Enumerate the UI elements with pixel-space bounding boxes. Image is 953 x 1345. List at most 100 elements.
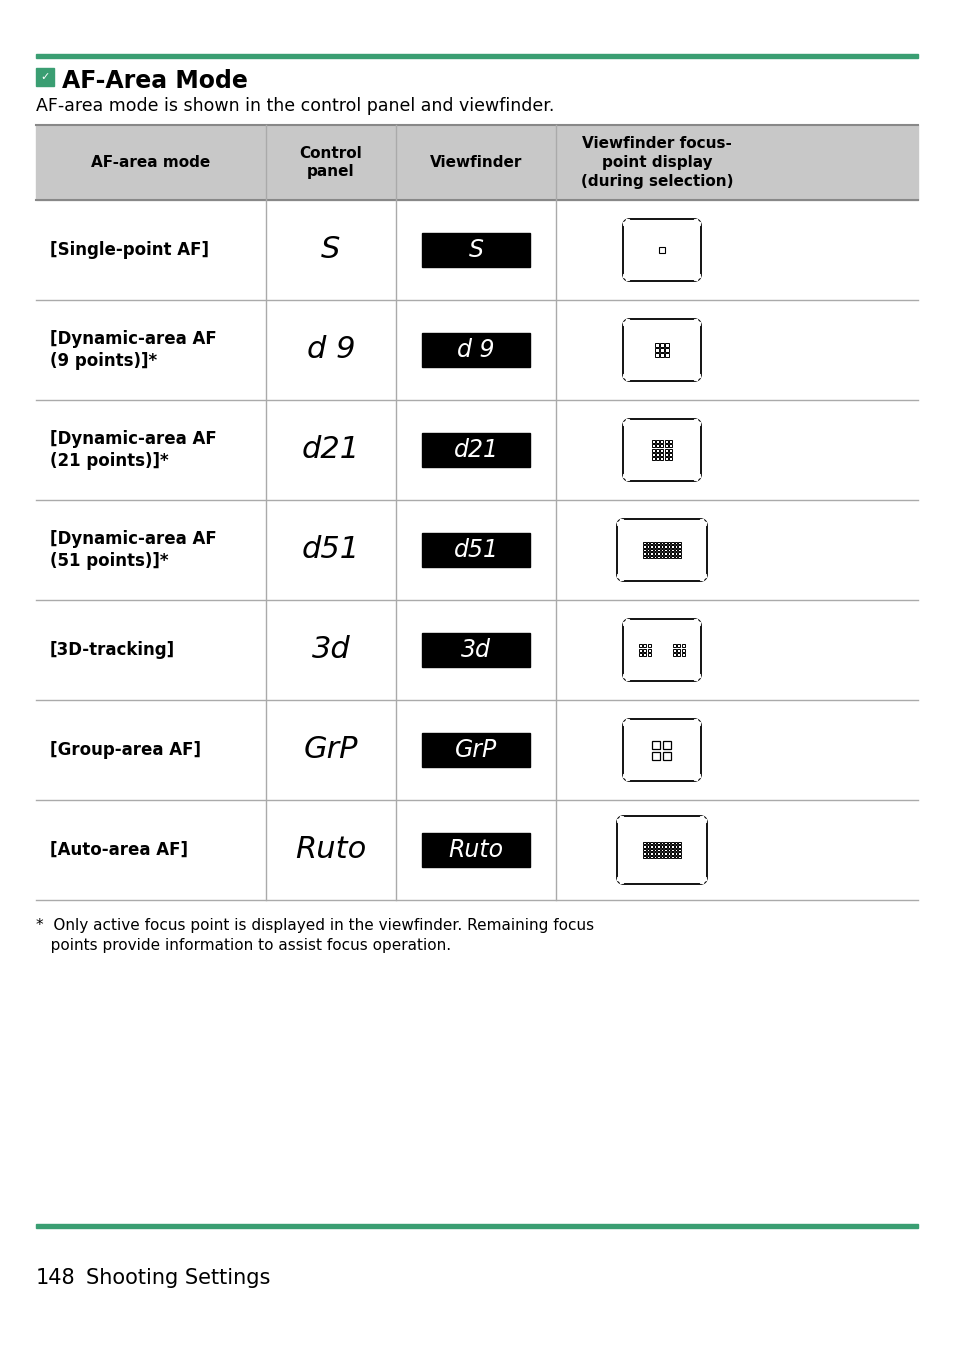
Bar — [678, 842, 680, 845]
Bar — [642, 845, 645, 847]
Bar — [663, 542, 666, 545]
Text: [Auto-area AF]: [Auto-area AF] — [50, 841, 188, 859]
Bar — [671, 549, 673, 551]
Bar — [642, 855, 645, 858]
Bar — [674, 555, 677, 558]
Bar — [646, 849, 649, 851]
Bar — [663, 555, 666, 558]
Bar — [660, 849, 662, 851]
Bar — [659, 440, 662, 443]
Bar — [659, 354, 663, 356]
Bar — [652, 453, 655, 456]
Bar — [674, 853, 677, 855]
Bar — [421, 533, 530, 568]
Bar — [643, 648, 646, 651]
Bar — [36, 1224, 917, 1228]
Bar — [647, 652, 650, 656]
Bar — [660, 555, 662, 558]
Bar — [678, 855, 680, 858]
Bar — [667, 842, 670, 845]
Bar — [673, 648, 676, 651]
Bar — [646, 845, 649, 847]
Bar — [660, 545, 662, 547]
Bar — [650, 845, 652, 847]
Bar — [668, 457, 671, 460]
Bar — [650, 545, 652, 547]
Bar — [664, 343, 668, 347]
Bar — [656, 444, 659, 448]
Text: d51: d51 — [301, 535, 359, 565]
Bar — [652, 741, 659, 749]
Bar — [663, 853, 666, 855]
Bar — [657, 549, 659, 551]
Bar — [650, 553, 652, 554]
Bar — [663, 549, 666, 551]
Bar — [668, 448, 671, 452]
Bar — [650, 555, 652, 558]
Bar — [677, 644, 679, 647]
Bar — [674, 855, 677, 858]
Text: d 9: d 9 — [307, 335, 355, 364]
Bar — [655, 354, 659, 356]
Text: S: S — [468, 238, 483, 262]
Bar — [653, 553, 656, 554]
Bar — [646, 855, 649, 858]
Bar — [671, 845, 673, 847]
Bar — [681, 648, 684, 651]
Bar — [650, 549, 652, 551]
Text: *  Only active focus point is displayed in the viewfinder. Remaining focus
   po: * Only active focus point is displayed i… — [36, 919, 594, 954]
Bar — [643, 644, 646, 647]
Bar — [639, 652, 641, 656]
Text: 3d: 3d — [460, 638, 491, 662]
Text: [Dynamic-area AF
(9 points)]*: [Dynamic-area AF (9 points)]* — [50, 330, 216, 370]
Text: Shooting Settings: Shooting Settings — [86, 1268, 270, 1289]
Bar — [667, 549, 670, 551]
Text: S: S — [321, 235, 340, 265]
Text: [Dynamic-area AF
(51 points)]*: [Dynamic-area AF (51 points)]* — [50, 530, 216, 570]
Text: Viewfinder focus-
point display
(during selection): Viewfinder focus- point display (during … — [580, 136, 733, 188]
Bar — [662, 741, 671, 749]
Bar — [642, 842, 645, 845]
Bar — [421, 733, 530, 767]
Bar — [36, 54, 917, 58]
Text: ✓: ✓ — [40, 73, 50, 82]
Text: Viewfinder: Viewfinder — [430, 155, 521, 169]
Bar — [646, 555, 649, 558]
Bar — [642, 542, 645, 545]
Bar — [663, 553, 666, 554]
Bar — [657, 555, 659, 558]
Bar — [663, 849, 666, 851]
Bar — [656, 453, 659, 456]
Bar — [668, 453, 671, 456]
Bar — [421, 633, 530, 667]
Bar — [657, 542, 659, 545]
Bar — [678, 549, 680, 551]
Bar — [642, 853, 645, 855]
Bar — [642, 555, 645, 558]
Text: 148: 148 — [36, 1268, 75, 1289]
Bar — [643, 652, 646, 656]
Bar — [657, 545, 659, 547]
Bar — [660, 542, 662, 545]
Bar — [677, 652, 679, 656]
Bar — [673, 652, 676, 656]
Text: 3d: 3d — [312, 635, 350, 664]
Text: [Dynamic-area AF
(21 points)]*: [Dynamic-area AF (21 points)]* — [50, 429, 216, 471]
Bar — [657, 849, 659, 851]
Bar — [660, 855, 662, 858]
Bar — [646, 853, 649, 855]
Bar — [659, 448, 662, 452]
Bar — [664, 348, 668, 352]
Bar — [674, 542, 677, 545]
Bar — [681, 652, 684, 656]
Bar — [421, 433, 530, 467]
Bar — [660, 853, 662, 855]
Bar — [653, 545, 656, 547]
Bar — [678, 555, 680, 558]
Bar — [36, 69, 54, 86]
Text: Ruto: Ruto — [448, 838, 503, 862]
Bar — [678, 849, 680, 851]
Bar — [652, 752, 659, 760]
Bar — [647, 648, 650, 651]
Bar — [656, 448, 659, 452]
